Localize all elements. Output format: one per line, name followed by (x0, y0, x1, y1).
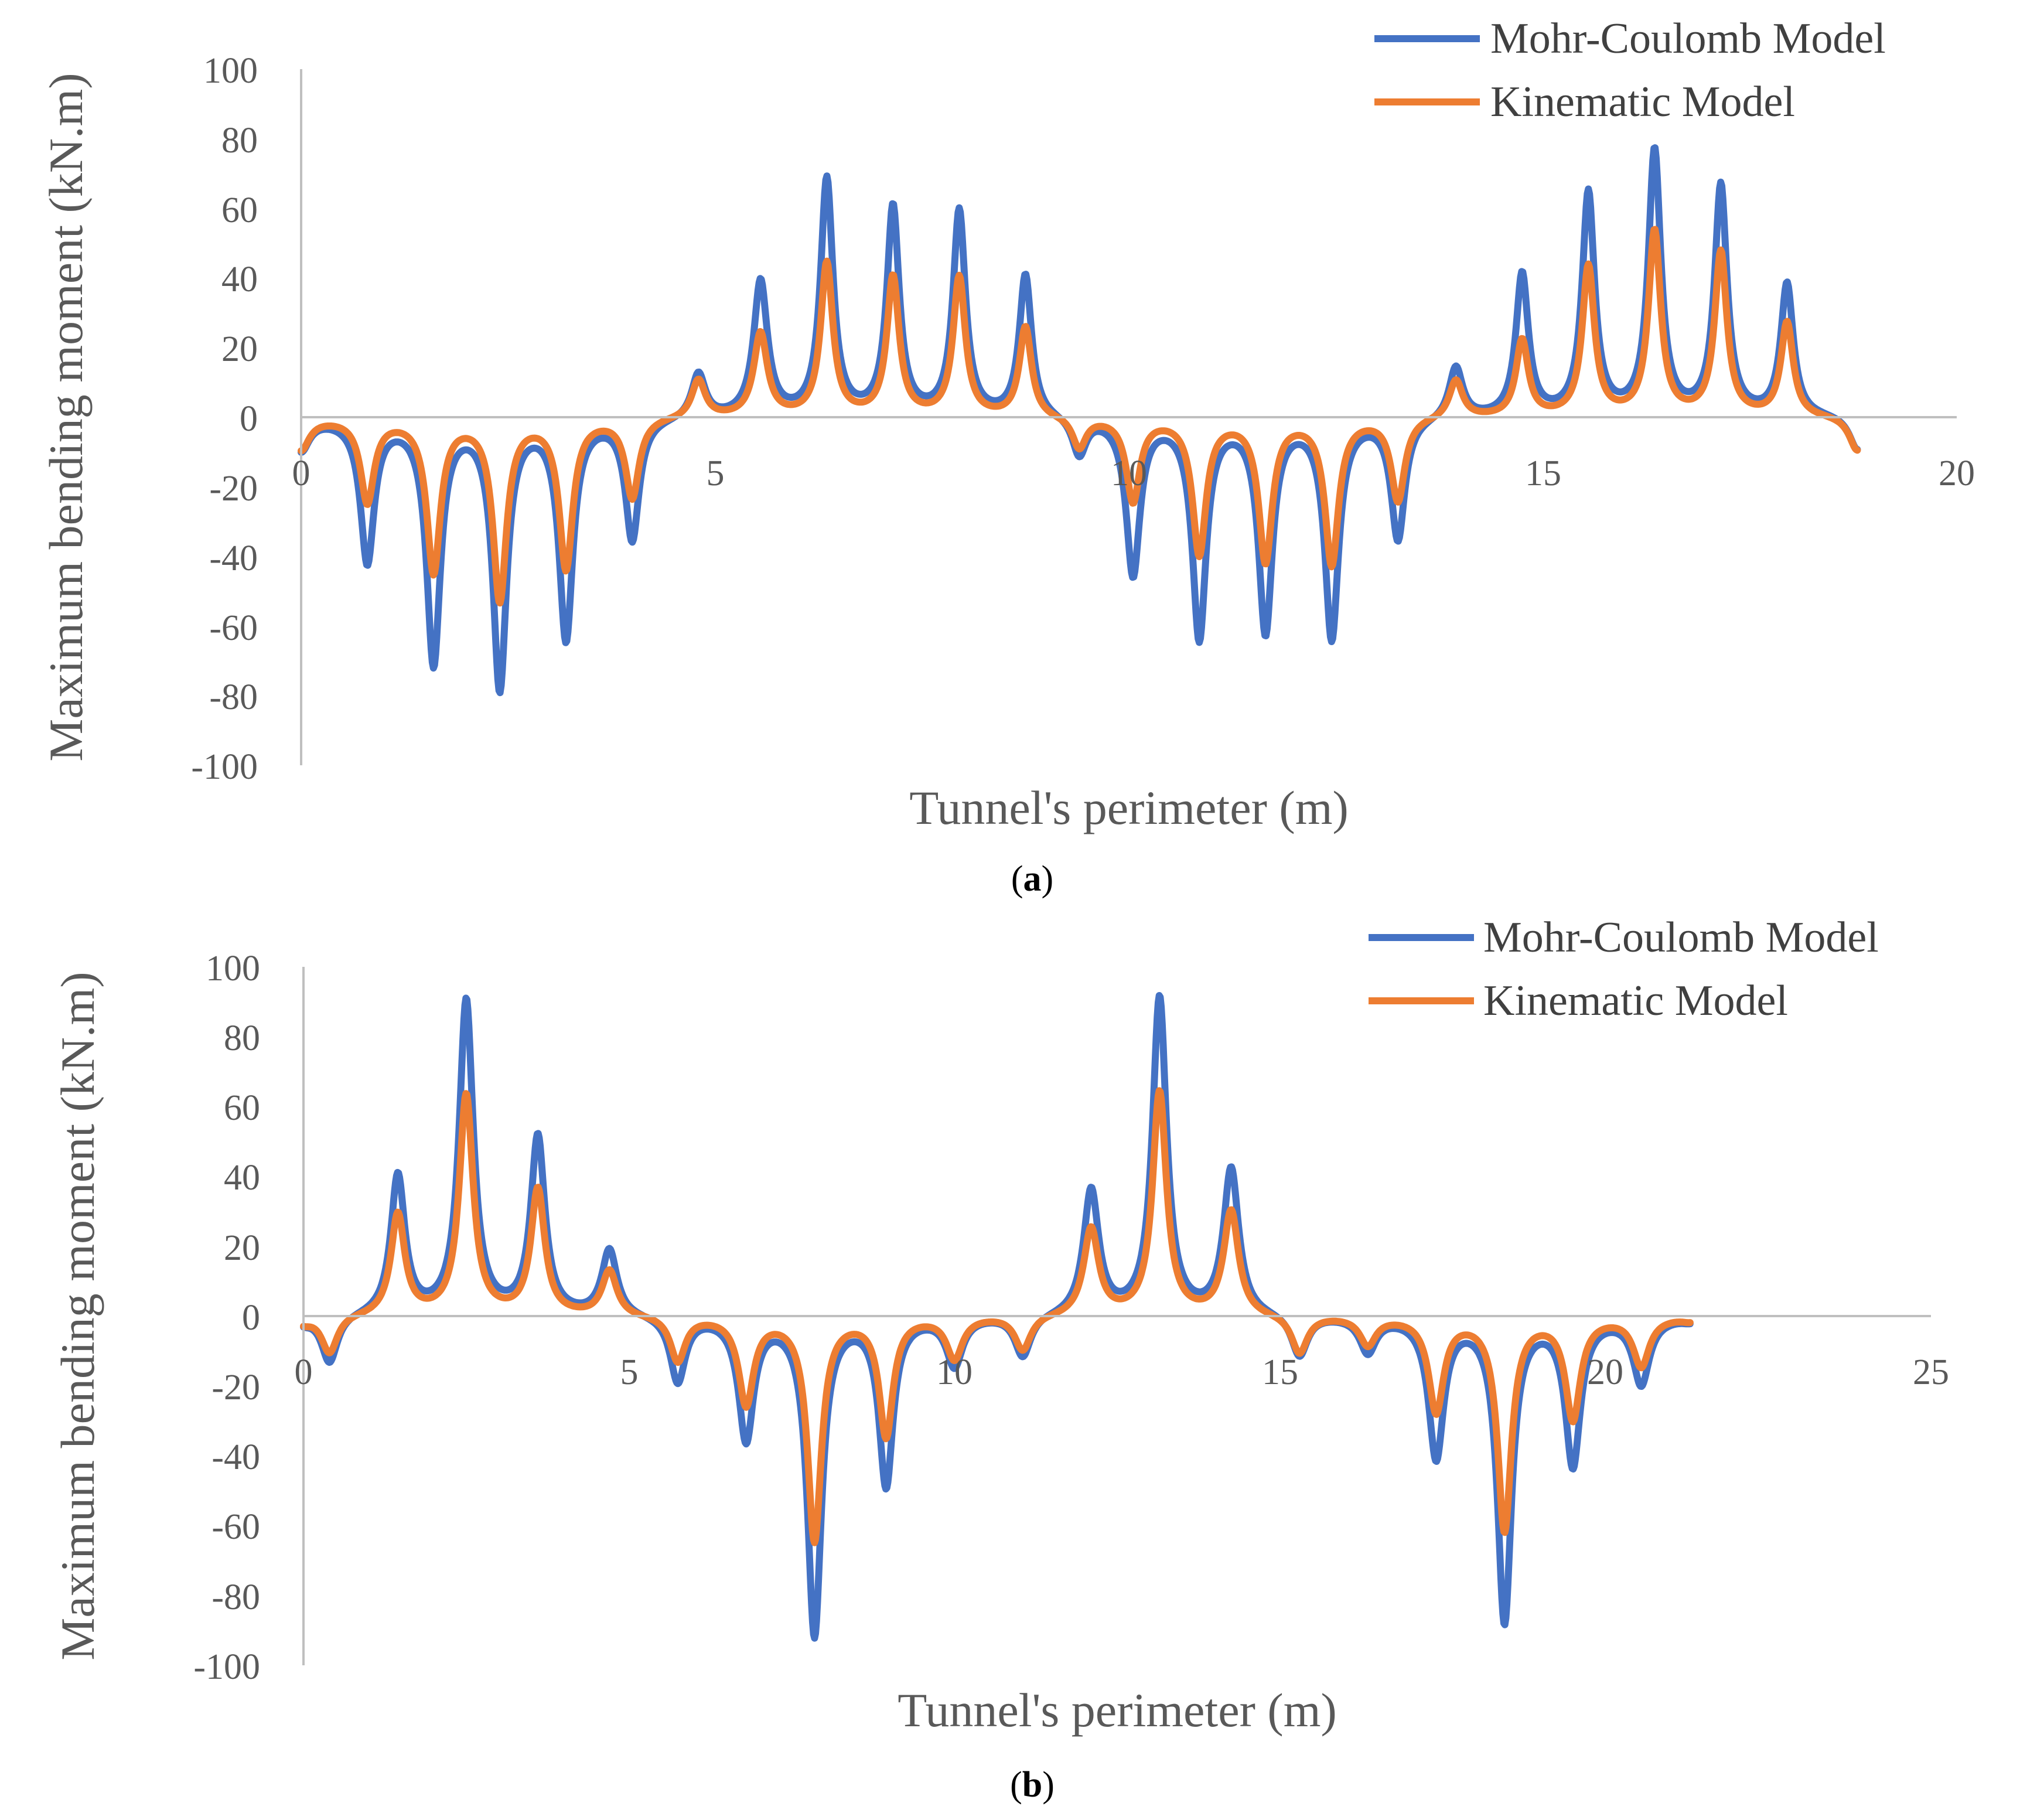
chart-b-lines (300, 992, 1694, 1642)
y-tick-label: -40 (209, 538, 258, 578)
y-tick-label: 60 (221, 190, 258, 230)
series-line-mohr-coulomb (298, 144, 1861, 697)
chart-a-x-ticks: 0 5 10 15 20 (292, 454, 1975, 493)
y-tick-label: -20 (211, 1368, 260, 1407)
y-tick-label: 60 (224, 1088, 260, 1128)
y-tick-label: 80 (224, 1018, 260, 1058)
y-tick-label: -80 (211, 1577, 260, 1617)
y-tick-label: 40 (224, 1158, 260, 1198)
chart-b-legend: Mohr-Coulomb Model Kinematic Model (1369, 914, 1879, 1025)
y-tick-label: -40 (211, 1437, 260, 1477)
series-line-kinematic (298, 226, 1861, 607)
legend-label-kinematic: Kinematic Model (1490, 78, 1795, 126)
chart-b-x-ticks: 0 5 10 15 20 25 (295, 1352, 1950, 1392)
chart-a-legend: Mohr-Coulomb Model Kinematic Model (1374, 15, 1886, 126)
y-tick-label: 80 (221, 121, 258, 161)
x-tick-label: 20 (1587, 1352, 1623, 1392)
chart-a-x-axis-title: Tunnel's perimeter (m) (909, 781, 1349, 834)
y-tick-label: 100 (203, 51, 258, 91)
x-tick-label: 5 (707, 454, 725, 493)
y-tick-label: -60 (209, 608, 258, 648)
x-tick-label: 20 (1939, 454, 1975, 493)
y-tick-label: -60 (211, 1507, 260, 1547)
x-tick-label: 10 (1111, 454, 1147, 493)
y-tick-label: -100 (193, 1647, 260, 1687)
chart-b: 100 80 60 40 20 0 -20 -40 -60 -80 -100 0… (51, 914, 1949, 1805)
chart-b-x-axis-title: Tunnel's perimeter (m) (898, 1683, 1337, 1737)
y-tick-label: 40 (221, 260, 258, 299)
y-tick-label: 20 (221, 329, 258, 369)
chart-b-y-ticks: 100 80 60 40 20 0 -20 -40 -60 -80 -100 (193, 949, 260, 1687)
chart-a-lines (298, 144, 1861, 697)
y-tick-label: 0 (242, 1298, 260, 1338)
chart-a-y-ticks: 100 80 60 40 20 0 -20 -40 -60 -80 -100 (191, 51, 258, 787)
x-tick-label: 15 (1525, 454, 1561, 493)
x-tick-label: 15 (1262, 1352, 1298, 1392)
x-tick-label: 0 (295, 1352, 313, 1392)
x-tick-label: 0 (292, 454, 310, 493)
chart-a: 100 80 60 40 20 0 -20 -40 -60 -80 -100 0… (39, 15, 1975, 899)
y-tick-label: -20 (209, 469, 258, 509)
y-tick-label: 100 (206, 949, 260, 989)
y-tick-label: -100 (191, 747, 258, 787)
legend-label-mohr-coulomb: Mohr-Coulomb Model (1490, 15, 1886, 63)
panel-label-b-letter: b (1022, 1765, 1042, 1805)
x-tick-label: 25 (1913, 1352, 1949, 1392)
x-tick-label: 10 (936, 1352, 973, 1392)
chart-b-y-axis-title: Maximum bending moment (kN.m) (51, 972, 104, 1660)
y-tick-label: -80 (209, 677, 258, 717)
chart-a-y-axis-title: Maximum bending moment (kN.m) (39, 73, 93, 761)
legend-label-kinematic: Kinematic Model (1483, 977, 1788, 1025)
panel-label-a-letter: a (1023, 859, 1042, 899)
y-tick-label: 0 (240, 399, 258, 439)
panel-label-b: (b) (1010, 1765, 1055, 1805)
y-tick-label: 20 (224, 1228, 260, 1268)
panel-label-a: (a) (1011, 859, 1053, 899)
legend-label-mohr-coulomb: Mohr-Coulomb Model (1483, 914, 1879, 962)
x-tick-label: 5 (620, 1352, 639, 1392)
series-line-kinematic (300, 1087, 1694, 1546)
